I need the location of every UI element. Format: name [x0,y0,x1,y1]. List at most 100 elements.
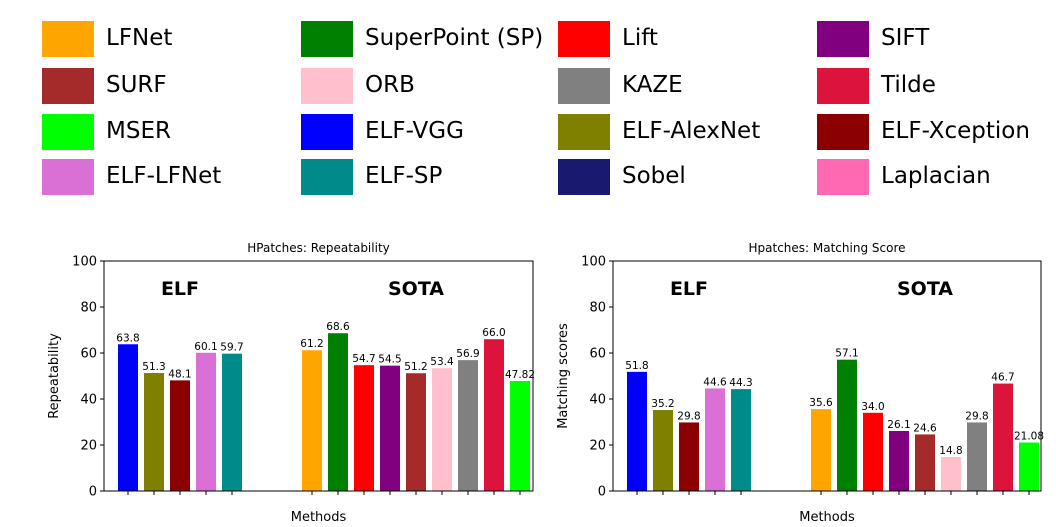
data-label: 46.7 [991,372,1014,384]
bar [993,383,1013,491]
legend-swatch [301,159,353,195]
legend-label: ORB [365,72,415,98]
bar [406,373,426,491]
bar [354,365,374,491]
group-label: ELF [670,278,708,300]
legend-swatch [558,21,610,57]
data-label: 53.4 [430,356,454,368]
bar [484,339,504,491]
x-axis-label: Methods [799,510,855,525]
data-label: 60.1 [194,341,217,353]
data-label: 56.9 [456,348,479,360]
y-tick-label: 80 [589,301,606,316]
data-label: 47.82 [505,369,535,381]
bar [196,352,216,491]
data-label: 51.8 [625,360,648,372]
legend-label: KAZE [622,72,683,98]
x-axis-label: Methods [291,510,347,525]
data-label: 29.8 [677,410,700,422]
data-label: 51.3 [142,361,165,373]
legend-label: SURF [106,72,167,98]
legend-label: SuperPoint (SP) [365,25,544,51]
bar [915,434,935,491]
y-tick-label: 80 [80,301,97,316]
bar [811,409,831,491]
legend-swatch [817,68,869,104]
bar [328,333,348,491]
bar [863,412,883,491]
bar [302,350,322,491]
bar [432,368,452,491]
y-tick-label: 0 [89,485,97,500]
data-label: 68.6 [326,321,350,333]
y-axis-label: Matching scores [556,323,571,429]
bar [679,422,699,491]
data-label: 57.1 [835,348,858,360]
data-label: 34.0 [861,401,884,413]
data-label: 59.7 [220,342,243,354]
legend-swatch [558,159,610,195]
bar [653,410,673,491]
data-label: 14.8 [939,445,962,457]
y-tick-label: 40 [80,393,97,408]
legend-swatch [301,68,353,104]
charts-area: HPatches: Repeatability 0 20 40 60 80 100 Repea… [47,241,1044,525]
legend-swatch [301,114,353,150]
data-label: 24.6 [913,422,937,434]
group-label: SOTA [897,278,953,300]
data-label: 29.8 [965,410,988,422]
legend-label: Lift [622,25,658,51]
legend-label: LFNet [106,25,173,51]
chart-1: HPatches: Repeatability 0 20 40 60 80 100 Repea… [47,241,535,525]
legend-swatch [42,68,94,104]
data-label: 54.5 [378,354,401,366]
data-label: 51.2 [404,361,427,373]
chart-title: HPatches: Repeatability [247,241,390,255]
bar [144,373,164,491]
data-label: 21.08 [1014,431,1044,443]
legend-swatch [817,114,869,150]
data-label: 54.7 [352,353,375,365]
legend-label: SIFT [881,25,930,51]
legend-swatch [42,21,94,57]
legend-label: Tilde [881,72,936,98]
data-label: 61.2 [300,338,323,350]
legend-label: ELF-AlexNet [622,118,761,144]
data-label: 63.8 [116,332,139,344]
legend-label: ELF-SP [365,163,443,189]
legend-label: MSER [106,118,171,144]
legend-swatch [817,21,869,57]
legend-label: ELF-LFNet [106,163,222,189]
y-tick-label: 60 [80,347,97,362]
plot-frame [612,260,1042,492]
y-axis-label: Repeatability [47,333,62,419]
legend-swatch [301,21,353,57]
legend-swatch [558,68,610,104]
legend-swatch [817,159,869,195]
legend: LFNet SuperPoint (SP) Lift SIFT SURF ORB KAZE T… [0,0,1056,200]
legend-swatch [42,114,94,150]
bar [510,381,530,491]
legend-label: ELF-VGG [365,118,464,144]
y-tick-label: 20 [589,439,606,454]
bar [222,353,242,491]
y-tick-label: 40 [589,393,606,408]
y-tick-label: 60 [589,347,606,362]
y-tick-label: 100 [581,255,606,270]
y-tick-label: 20 [80,439,97,454]
chart-2: Hpatches: Matching Score 0 20 40 60 80 100 Matc… [556,241,1044,525]
group-label: ELF [161,278,199,300]
chart-title: Hpatches: Matching Score [749,241,906,255]
legend-label: Laplacian [881,163,991,189]
legend-swatch [558,114,610,150]
y-tick-label: 100 [72,255,97,270]
legend-label: Sobel [622,163,686,189]
bar [837,359,857,491]
data-label: 48.1 [168,368,191,380]
data-label: 26.1 [887,419,910,431]
bar [170,380,190,491]
bar [889,430,909,491]
bar [941,456,961,491]
data-label: 44.6 [703,376,727,388]
bar [380,365,400,491]
